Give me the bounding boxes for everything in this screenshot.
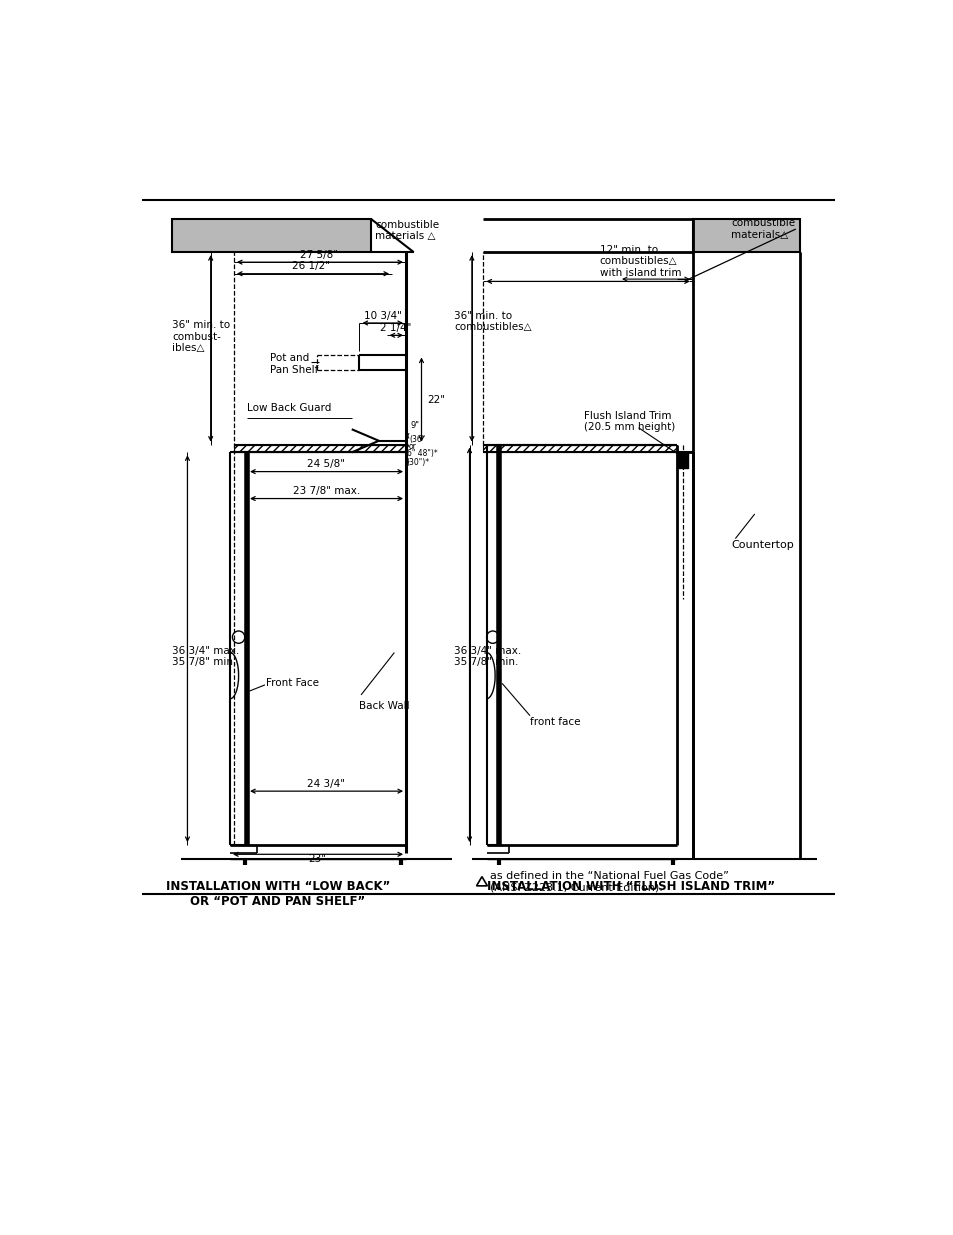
Text: Flush Island Trim
(20.5 mm height): Flush Island Trim (20.5 mm height) [583,411,675,432]
Bar [172,219,371,252]
Text: 24 3/4": 24 3/4" [307,779,345,789]
Text: 27 5/8": 27 5/8" [300,249,338,259]
Text: 26 1/2": 26 1/2" [293,262,330,272]
Text: 23 7/8" max.: 23 7/8" max. [293,487,359,496]
Text: Countertop: Countertop [731,540,794,550]
Text: 36 3/4" max.
35 7/8" min.: 36 3/4" max. 35 7/8" min. [454,646,520,667]
Text: Front Face: Front Face [266,678,319,688]
Text: 36 3/4" max.
35 7/8" min.: 36 3/4" max. 35 7/8" min. [172,646,239,667]
Text: INSTALLATION WITH “LOW BACK”
OR “POT AND PAN SHELF”: INSTALLATION WITH “LOW BACK” OR “POT AND… [166,879,390,908]
Text: combustible
materials △: combustible materials △ [375,220,438,241]
Text: 12" min. to
combustibles△
with island trim: 12" min. to combustibles△ with island tr… [599,245,680,278]
Text: or: or [409,442,416,451]
Text: Back Wall: Back Wall [359,701,410,711]
Text: INSTALLATION WITH “FLUSH ISLAND TRIM”: INSTALLATION WITH “FLUSH ISLAND TRIM” [486,879,774,893]
Text: 10 3/4": 10 3/4" [363,311,401,321]
Text: 24 5/8": 24 5/8" [307,459,345,469]
Text: front face: front face [530,716,579,727]
Text: Low Back Guard: Low Back Guard [247,403,331,412]
Text: 6" 48")*: 6" 48")* [406,448,437,458]
Text: 36" min. to
combust-
ibles△: 36" min. to combust- ibles△ [172,320,230,353]
Bar [677,452,687,468]
Text: combustible
materials△: combustible materials△ [731,219,795,240]
Text: 23": 23" [309,855,326,864]
Text: (36": (36" [409,435,425,443]
Text: 22": 22" [427,395,445,405]
Text: as defined in the “National Fuel Gas Code”
(ANSI Z223.1, Current Edition).: as defined in the “National Fuel Gas Cod… [490,871,729,893]
Bar [483,445,677,452]
Text: Pot and
Pan Shelf: Pot and Pan Shelf [270,353,318,374]
Text: (30")*: (30")* [406,458,430,467]
Text: 36" min. to
combustibles△: 36" min. to combustibles△ [454,311,531,332]
Bar [692,219,799,252]
Bar [233,445,406,452]
Text: 2 1/4": 2 1/4" [380,324,411,333]
Text: 9": 9" [410,421,419,430]
